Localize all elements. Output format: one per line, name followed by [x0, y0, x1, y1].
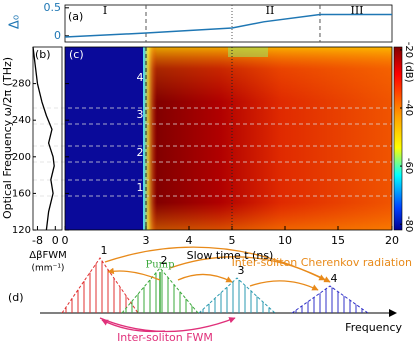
comb-envelope [61, 257, 139, 314]
y-tick-label: 120 [12, 225, 31, 236]
x-tick-label: 3 [143, 234, 150, 247]
y-tick-label: 280 [12, 79, 31, 90]
panel-label: (c) [69, 48, 84, 61]
comb-envelope [291, 285, 369, 314]
x-tick-label: 0 [62, 234, 69, 247]
x-axis-label: ΔβFWM [29, 250, 67, 261]
x-tick-label: -8 [32, 234, 43, 247]
axes-c [64, 46, 393, 231]
x-tick-label: 0 [52, 234, 59, 247]
soliton-label: 2 [137, 146, 144, 159]
colorbar [393, 46, 403, 231]
peak-label: 3 [238, 264, 245, 277]
y-axis-label: Optical Frequency ω/2π (THz) [1, 57, 14, 219]
peak-label: 4 [331, 272, 338, 285]
y-axis-label: Δ₀ [8, 15, 23, 29]
x-tick-label: 20 [385, 234, 399, 247]
y-tick-label: 160 [12, 188, 31, 199]
peak-label: 1 [101, 244, 108, 257]
pump-label: Pump [145, 260, 174, 271]
region-label: I [103, 4, 107, 17]
line [64, 13, 392, 38]
panel-label: (d) [8, 291, 24, 304]
x-tick-label: 4 [186, 234, 193, 247]
annotation: Inter-soliton Cherenkov radiation [232, 256, 412, 269]
x-axis-label: Frequency [345, 321, 402, 334]
dashed-guides [33, 107, 392, 197]
x-tick-label: 10 [278, 234, 292, 247]
y-tick-label: 0.5 [44, 1, 62, 14]
x-tick-label: 15 [331, 234, 345, 247]
heatmap-image [65, 47, 392, 230]
colorbar-tick-label: -60 [403, 158, 414, 174]
panel-label: (a) [68, 10, 83, 23]
line [32, 46, 55, 231]
annotation: Inter-soliton FWM [117, 331, 213, 344]
comb-envelope [198, 277, 276, 314]
colorbar-tick-label: -20 [403, 42, 414, 58]
y-tick-label: 200 [12, 152, 31, 163]
region-label: II [266, 4, 275, 17]
x-tick-label: 5 [229, 234, 236, 247]
soliton-label: 4 [137, 71, 144, 84]
colorbar-tick-label: -80 [403, 216, 414, 232]
y-tick-label: 0 [54, 29, 61, 42]
region-label: III [350, 4, 363, 17]
panel-label: (b) [35, 48, 51, 61]
diagram-d [40, 246, 397, 333]
axes-a [64, 4, 393, 43]
peak-label: 2 [161, 254, 168, 267]
axes-b [32, 46, 63, 231]
x-axis-unit: (mm⁻¹) [32, 264, 65, 274]
colorbar-label: (dB) [403, 61, 414, 82]
soliton-label: 1 [137, 181, 144, 194]
colorbar-tick-label: -40 [403, 100, 414, 116]
soliton-label: 3 [137, 108, 144, 121]
y-tick-label: 240 [12, 115, 31, 126]
x-axis-label: Slow time t (ns) [187, 249, 274, 262]
